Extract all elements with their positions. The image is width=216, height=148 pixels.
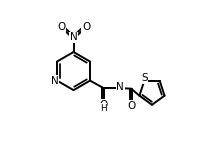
Text: S: S xyxy=(141,73,148,83)
Text: O: O xyxy=(82,22,90,32)
Text: N: N xyxy=(116,82,124,92)
Text: O: O xyxy=(128,100,136,111)
Text: O: O xyxy=(99,100,107,110)
Text: N: N xyxy=(70,32,77,42)
Text: N: N xyxy=(51,76,58,86)
Text: H: H xyxy=(100,104,106,113)
Text: O: O xyxy=(57,22,65,32)
